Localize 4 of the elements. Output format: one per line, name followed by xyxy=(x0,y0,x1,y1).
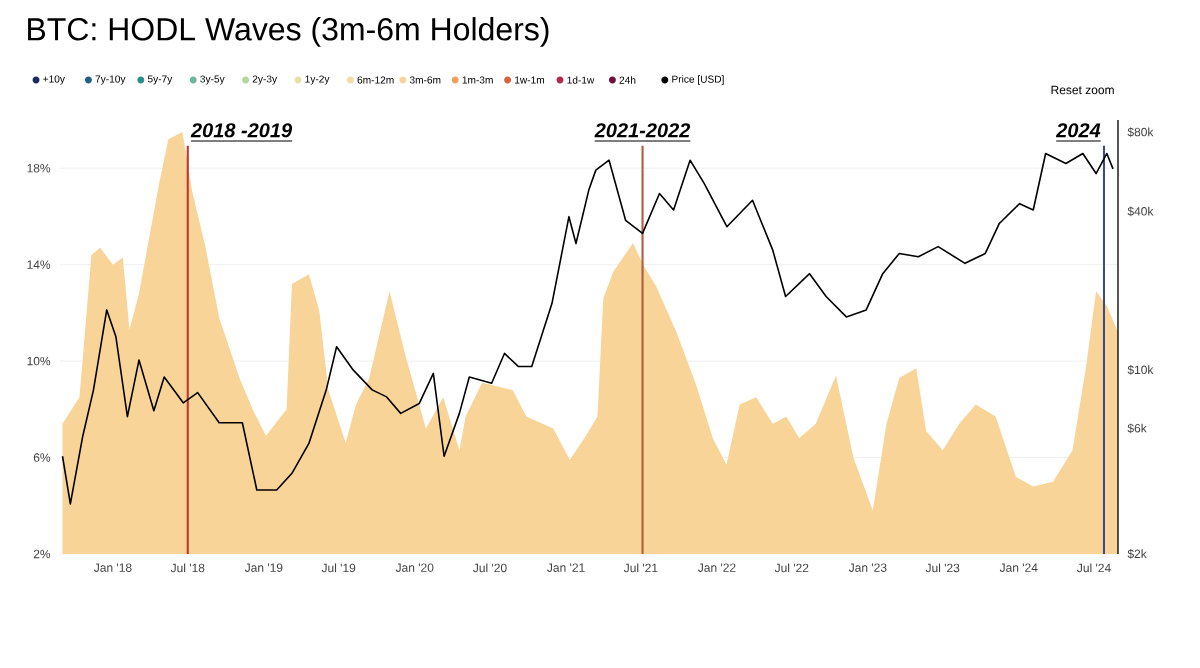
ref-line-label: 2018 -2019 xyxy=(190,123,293,138)
ref-line-label: 2024 xyxy=(1055,123,1101,138)
chart-title: BTC: HODL Waves (3m-6m Holders) xyxy=(28,17,549,47)
ref-line-label: 2021-2022 xyxy=(594,123,691,138)
